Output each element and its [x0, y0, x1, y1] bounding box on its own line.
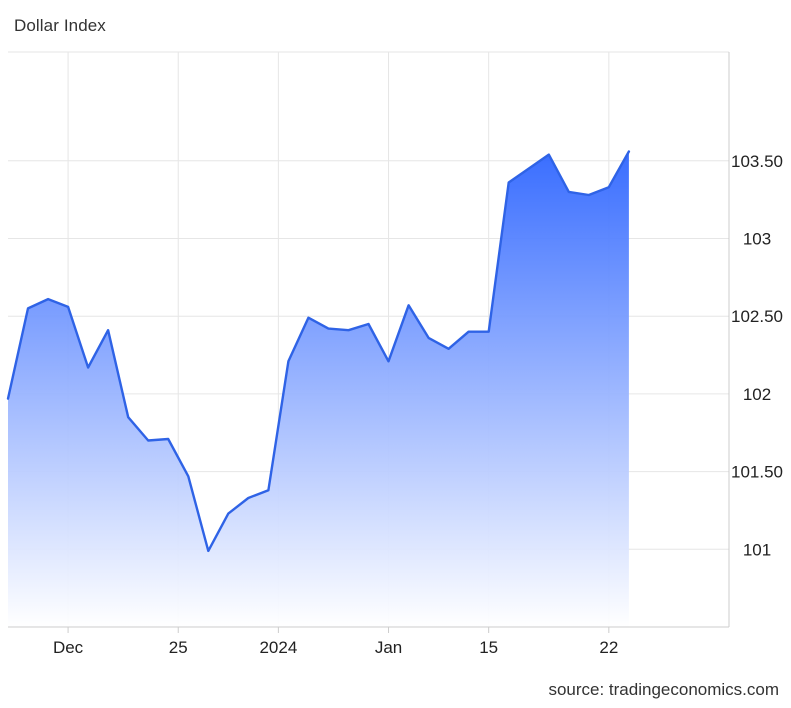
y-tick-label: 102.50 — [731, 307, 783, 326]
area-fill — [8, 151, 629, 627]
series-line — [6, 150, 631, 553]
y-tick-label: 102 — [743, 385, 771, 404]
y-axis-tick-labels: 101 101.50 102 102.50 103 103.50 — [731, 152, 783, 560]
source-credit: source: tradingeconomics.com — [548, 680, 779, 699]
area-series — [6, 150, 631, 627]
x-tick-label: 2024 — [259, 638, 297, 657]
x-tick-label: Jan — [375, 638, 402, 657]
x-axis-tick-labels: Dec 25 2024 Jan 15 22 — [53, 638, 618, 657]
x-tick-label: 25 — [169, 638, 188, 657]
y-tick-label: 101.50 — [731, 463, 783, 482]
y-tick-label: 103.50 — [731, 152, 783, 171]
chart-title: Dollar Index — [14, 16, 106, 35]
x-tick-label: Dec — [53, 638, 84, 657]
x-tick-label: 15 — [479, 638, 498, 657]
axes — [8, 52, 730, 633]
y-tick-label: 103 — [743, 229, 771, 248]
y-tick-label: 101 — [743, 540, 771, 559]
x-tick-label: 22 — [599, 638, 618, 657]
